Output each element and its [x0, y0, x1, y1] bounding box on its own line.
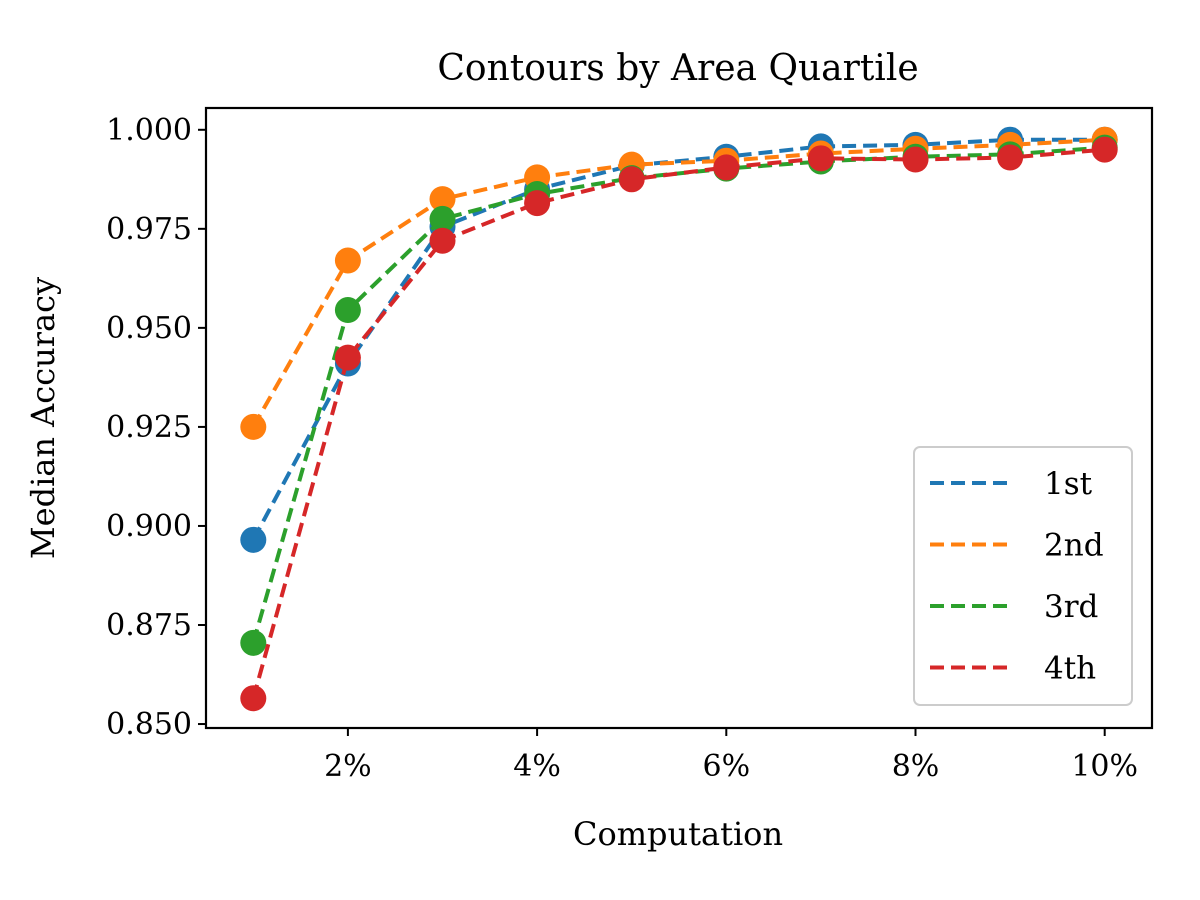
y-tick-label: 0.875 [106, 608, 192, 643]
data-point-4th [997, 144, 1024, 171]
data-point-3rd [429, 205, 456, 232]
data-point-2nd [334, 247, 361, 274]
data-point-4th [334, 344, 361, 371]
x-tick-label: 2% [324, 749, 372, 784]
data-point-4th [1091, 136, 1118, 163]
plot-area [240, 126, 1118, 712]
x-tick-label: 6% [703, 749, 751, 784]
legend-box [913, 446, 1133, 706]
data-point-4th [524, 190, 551, 217]
series-line-4th [251, 147, 1105, 699]
legend: 1st 2nd 3rd 4th [913, 446, 1133, 706]
data-point-4th [902, 146, 929, 173]
series-4th [240, 136, 1118, 712]
y-tick-label: 0.850 [106, 707, 192, 742]
plot-frame [204, 106, 1154, 730]
y-tick-label: 1.000 [106, 113, 192, 148]
x-tick-label: 8% [892, 749, 940, 784]
data-point-4th [618, 166, 645, 193]
data-point-4th [240, 685, 267, 712]
y-tick-label: 0.975 [106, 212, 192, 247]
y-axis: 0.850 0.875 0.900 0.925 0.950 0.975 1.000 [106, 113, 206, 742]
x-axis: 2% 4% 6% 8% 10% [324, 728, 1138, 784]
series-line-2nd [251, 137, 1105, 428]
y-axis-label: Median Accuracy [24, 277, 62, 559]
legend-label-2nd: 2nd [1044, 528, 1104, 564]
series-line-3rd [251, 145, 1105, 644]
data-point-2nd [240, 413, 267, 440]
x-tick-label: 10% [1071, 749, 1138, 784]
data-point-4th [429, 227, 456, 254]
chart-title: Contours by Area Quartile [437, 48, 918, 89]
legend-label-1st: 1st [1044, 466, 1093, 502]
data-point-1st [240, 526, 267, 553]
x-tick-label: 4% [513, 749, 561, 784]
legend-label-3rd: 3rd [1044, 589, 1098, 625]
data-point-2nd [429, 186, 456, 213]
data-point-4th [713, 154, 740, 181]
data-point-4th [807, 145, 834, 172]
data-point-3rd [334, 297, 361, 324]
x-axis-label: Computation [573, 815, 783, 853]
series-line-1st [251, 137, 1105, 541]
y-tick-label: 0.925 [106, 410, 192, 445]
data-point-3rd [240, 629, 267, 656]
y-tick-label: 0.950 [106, 311, 192, 346]
y-tick-label: 0.900 [106, 509, 192, 544]
legend-label-4th: 4th [1044, 651, 1096, 687]
